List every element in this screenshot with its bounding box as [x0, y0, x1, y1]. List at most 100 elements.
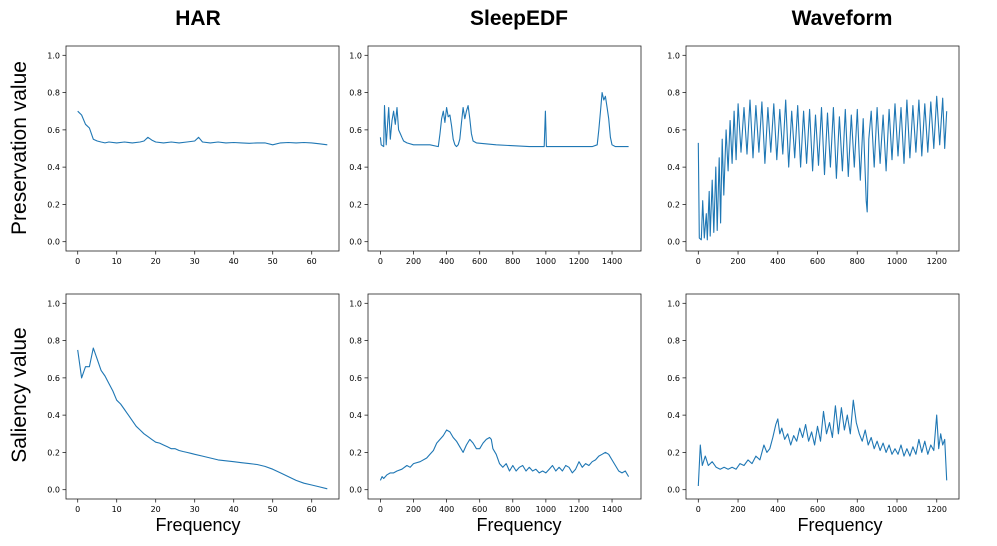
x-tick-label: 0: [696, 505, 701, 514]
y-tick-label: 0.4: [349, 411, 362, 420]
y-tick-label: 1.0: [667, 299, 680, 308]
x-tick-label: 0: [696, 257, 701, 266]
x-tick-label: 800: [505, 505, 520, 514]
x-tick-label: 800: [850, 257, 865, 266]
x-axis-label-har: Frequency: [155, 515, 240, 535]
x-tick-label: 1000: [887, 257, 907, 266]
x-tick-label: 400: [439, 505, 454, 514]
row-label-preservation: Preservation value: [8, 61, 31, 235]
y-tick-label: 1.0: [47, 299, 60, 308]
series-line-saliency-waveform: [697, 399, 948, 487]
y-tick-label: 0.4: [47, 411, 60, 420]
x-tick-label: 1400: [602, 505, 622, 514]
y-tick-label: 0.6: [47, 126, 60, 135]
x-tick-label: 50: [268, 257, 278, 266]
x-tick-label: 200: [730, 257, 745, 266]
panel-preservation-har: 0.0 0.2 0.4 0.6 0.8 1.0 0 10 20 30 40 50 60: [47, 45, 340, 266]
x-tick-label: 200: [406, 257, 421, 266]
y-tick-label: 0.8: [349, 337, 362, 346]
plot-frame: [367, 293, 642, 500]
y-tick-label: 1.0: [667, 51, 680, 60]
panel-preservation-waveform: 0.0 0.2 0.4 0.6 0.8 1.0 0 200 400 600 800 1000 1200: [667, 45, 960, 266]
y-tick-label: 0.6: [349, 126, 362, 135]
x-tick-label: 40: [229, 505, 239, 514]
x-tick-label: 400: [439, 257, 454, 266]
x-tick-label: 600: [810, 505, 825, 514]
plot-frame: [367, 45, 642, 252]
panel-grid: 0.0 0.2 0.4 0.6 0.8 1.0 0 10 20 30 40 50 60 0.0 0.2 0.4…: [47, 45, 960, 514]
row-label-saliency: Saliency value: [8, 327, 31, 462]
y-tick-label: 0.4: [667, 163, 680, 172]
x-tick-label: 1000: [536, 505, 556, 514]
x-tick-label: 1000: [536, 257, 556, 266]
x-tick-label: 1000: [887, 505, 907, 514]
y-tick-label: 0.2: [47, 448, 60, 457]
y-tick-label: 0.2: [349, 200, 362, 209]
x-tick-label: 600: [472, 505, 487, 514]
plot-frame: [65, 293, 340, 500]
x-tick-label: 10: [112, 257, 122, 266]
y-tick-label: 0.0: [349, 238, 362, 247]
y-tick-label: 0.2: [47, 200, 60, 209]
y-tick-label: 0.8: [349, 89, 362, 98]
x-tick-label: 1200: [927, 505, 947, 514]
y-tick-label: 0.6: [47, 374, 60, 383]
series-line-saliency-sleepedf: [379, 429, 630, 481]
x-tick-label: 40: [229, 257, 239, 266]
y-tick-label: 0.8: [667, 337, 680, 346]
y-tick-label: 0.8: [667, 89, 680, 98]
x-tick-label: 1200: [569, 505, 589, 514]
plot-frame: [65, 45, 340, 252]
x-tick-label: 30: [190, 505, 200, 514]
y-tick-label: 1.0: [349, 299, 362, 308]
y-tick-label: 0.4: [47, 163, 60, 172]
y-tick-label: 0.2: [667, 448, 680, 457]
x-tick-label: 60: [307, 257, 317, 266]
panel-preservation-sleepedf: 0.0 0.2 0.4 0.6 0.8 1.0 0 200 400 600 800 1000 1200 1…: [349, 45, 642, 266]
column-title-sleepedf: SleepEDF: [470, 7, 568, 30]
y-tick-label: 1.0: [47, 51, 60, 60]
x-tick-label: 0: [378, 257, 383, 266]
x-tick-label: 0: [378, 505, 383, 514]
y-tick-label: 0.6: [349, 374, 362, 383]
y-tick-label: 0.0: [667, 238, 680, 247]
x-tick-label: 800: [850, 505, 865, 514]
x-tick-label: 50: [268, 505, 278, 514]
x-tick-label: 10: [112, 505, 122, 514]
panel-saliency-sleepedf: 0.0 0.2 0.4 0.6 0.8 1.0 0 200 400 600 800 1000 1200 1…: [349, 293, 642, 514]
y-tick-label: 0.4: [349, 163, 362, 172]
series-line-preservation-har: [77, 110, 328, 146]
x-tick-label: 60: [307, 505, 317, 514]
y-tick-label: 0.8: [47, 89, 60, 98]
x-tick-label: 800: [505, 257, 520, 266]
series-line-saliency-har: [77, 347, 328, 490]
y-tick-label: 1.0: [349, 51, 362, 60]
panel-saliency-har: 0.0 0.2 0.4 0.6 0.8 1.0 0 10 20 30 40 50 60: [47, 293, 340, 514]
y-tick-label: 0.0: [667, 486, 680, 495]
y-tick-label: 0.0: [349, 486, 362, 495]
series-line-preservation-waveform: [697, 95, 948, 241]
x-tick-label: 30: [190, 257, 200, 266]
y-tick-label: 0.0: [47, 238, 60, 247]
x-tick-label: 400: [770, 257, 785, 266]
y-tick-label: 0.2: [667, 200, 680, 209]
x-axis-label-waveform: Frequency: [797, 515, 882, 535]
series-line-preservation-sleepedf: [379, 92, 629, 148]
y-tick-label: 0.0: [47, 486, 60, 495]
plot-frame: [685, 293, 960, 500]
x-tick-label: 20: [151, 257, 161, 266]
x-tick-label: 1200: [927, 257, 947, 266]
column-title-har: HAR: [175, 7, 221, 30]
y-tick-label: 0.6: [667, 374, 680, 383]
plot-frame: [685, 45, 960, 252]
x-tick-label: 400: [770, 505, 785, 514]
x-tick-label: 600: [810, 257, 825, 266]
column-title-waveform: Waveform: [792, 7, 893, 30]
x-tick-label: 600: [472, 257, 487, 266]
y-tick-label: 0.8: [47, 337, 60, 346]
x-tick-label: 1400: [602, 257, 622, 266]
y-tick-label: 0.6: [667, 126, 680, 135]
panel-saliency-waveform: 0.0 0.2 0.4 0.6 0.8 1.0 0 200 400 600 800 1000 1200: [667, 293, 960, 514]
x-tick-label: 0: [75, 257, 80, 266]
